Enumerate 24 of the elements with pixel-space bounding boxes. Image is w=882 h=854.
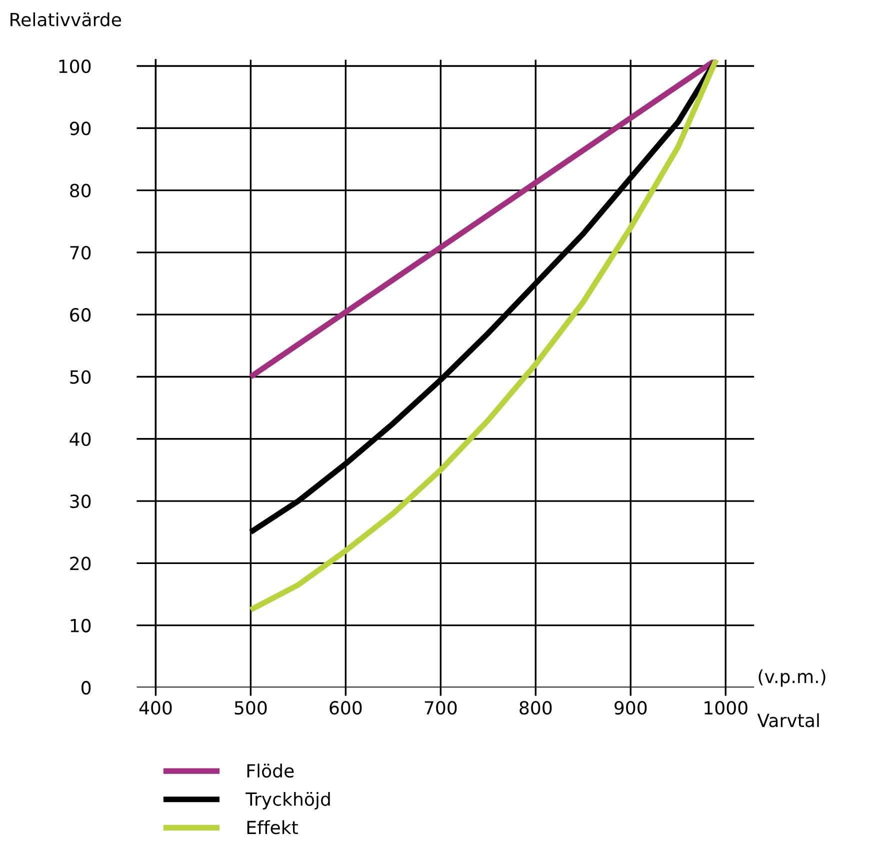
legend-label: Flöde [247, 764, 294, 778]
y-axis-title: Relativvärde [10, 12, 121, 26]
legend-label: Effekt [247, 820, 298, 834]
y-tick-label: 80 [70, 184, 91, 198]
y-tick-label: 30 [70, 494, 91, 508]
legend-label: Tryckhöjd [246, 792, 330, 810]
x-tick-label: 700 [424, 700, 457, 715]
x-tick-label: 600 [330, 700, 362, 715]
y-tick-label: 0 [82, 680, 91, 695]
x-tick-label: 800 [520, 700, 552, 715]
y-tick-label: 100 [59, 59, 91, 74]
x-tick-label: 400 [139, 700, 172, 715]
y-tick-label: 90 [70, 122, 91, 136]
x-tick-label: 900 [614, 700, 647, 715]
y-tick-label: 60 [70, 308, 91, 322]
text: (v.p.m.) [758, 669, 826, 687]
y-tick-label: 50 [70, 370, 91, 384]
x-tick-label: 1000 [704, 700, 748, 715]
y-tick-label: 40 [70, 432, 91, 446]
y-tick-label: 20 [70, 556, 91, 570]
y-tick-label: 10 [70, 618, 91, 632]
x-axis-title: Varvtal [757, 713, 819, 728]
x-tick-label: 500 [234, 700, 267, 715]
y-tick-label: 70 [70, 246, 91, 260]
